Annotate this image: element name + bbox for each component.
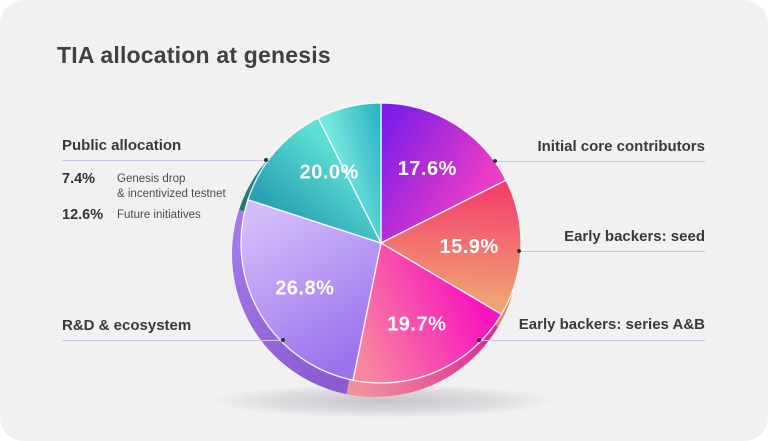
callout-line-early-backers-series-ab (479, 340, 705, 341)
pie-pct-public-allocation: 20.0% (300, 162, 359, 184)
callout-dot-initial-core-contributors (493, 159, 497, 163)
pie-shadow (211, 384, 555, 418)
callout-line-initial-core-contributors (495, 161, 705, 162)
callout-dot-public-allocation (264, 158, 268, 162)
pie-pct-early-backers-seed: 15.9% (439, 236, 498, 258)
pie-slice-initial-core-contributors (380, 102, 507, 244)
stat-desc-future-initiatives: Future initiatives (117, 209, 201, 221)
page-title: TIA allocation at genesis (57, 42, 331, 68)
pie-slice-early-backers-seed (380, 179, 522, 315)
pie-slice-public-future-initiatives (247, 117, 382, 244)
stat-pct-genesis-drop: 7.4% (62, 171, 96, 187)
label-public-allocation: Public allocation (62, 137, 182, 154)
callout-dot-rd-ecosystem (281, 338, 285, 342)
pie-slice-rd-ecosystem (240, 199, 382, 381)
stat-genesis-drop: 7.4% Genesis drop & incentivized testnet (62, 171, 226, 202)
callout-line-early-backers-seed (519, 251, 705, 252)
callout-dot-early-backers-series-ab (477, 338, 481, 342)
label-rd-ecosystem: R&D & ecosystem (62, 317, 192, 334)
label-early-backers-series-ab: Early backers: series A&B (518, 316, 705, 333)
pie-slice-early-backers-series-ab (352, 242, 503, 384)
label-initial-core-contributors: Initial core contributors (537, 138, 705, 155)
callout-line-public-allocation (62, 160, 266, 161)
pie-pct-early-backers-series-ab: 19.7% (387, 314, 446, 336)
pie-slice-public-genesis-drop (317, 102, 382, 244)
stat-pct-future-initiatives: 12.6% (62, 207, 104, 223)
callout-line-rd-ecosystem (62, 340, 283, 341)
callout-dot-early-backers-seed (517, 249, 521, 253)
stat-desc-genesis-drop: Genesis drop & incentivized testnet (117, 173, 226, 200)
pie-pct-rd-ecosystem: 26.8% (275, 277, 334, 299)
stat-future-initiatives: 12.6% Future initiatives (62, 207, 201, 223)
label-early-backers-seed: Early backers: seed (564, 228, 705, 245)
pie-pct-initial-core-contributors: 17.6% (398, 158, 457, 180)
